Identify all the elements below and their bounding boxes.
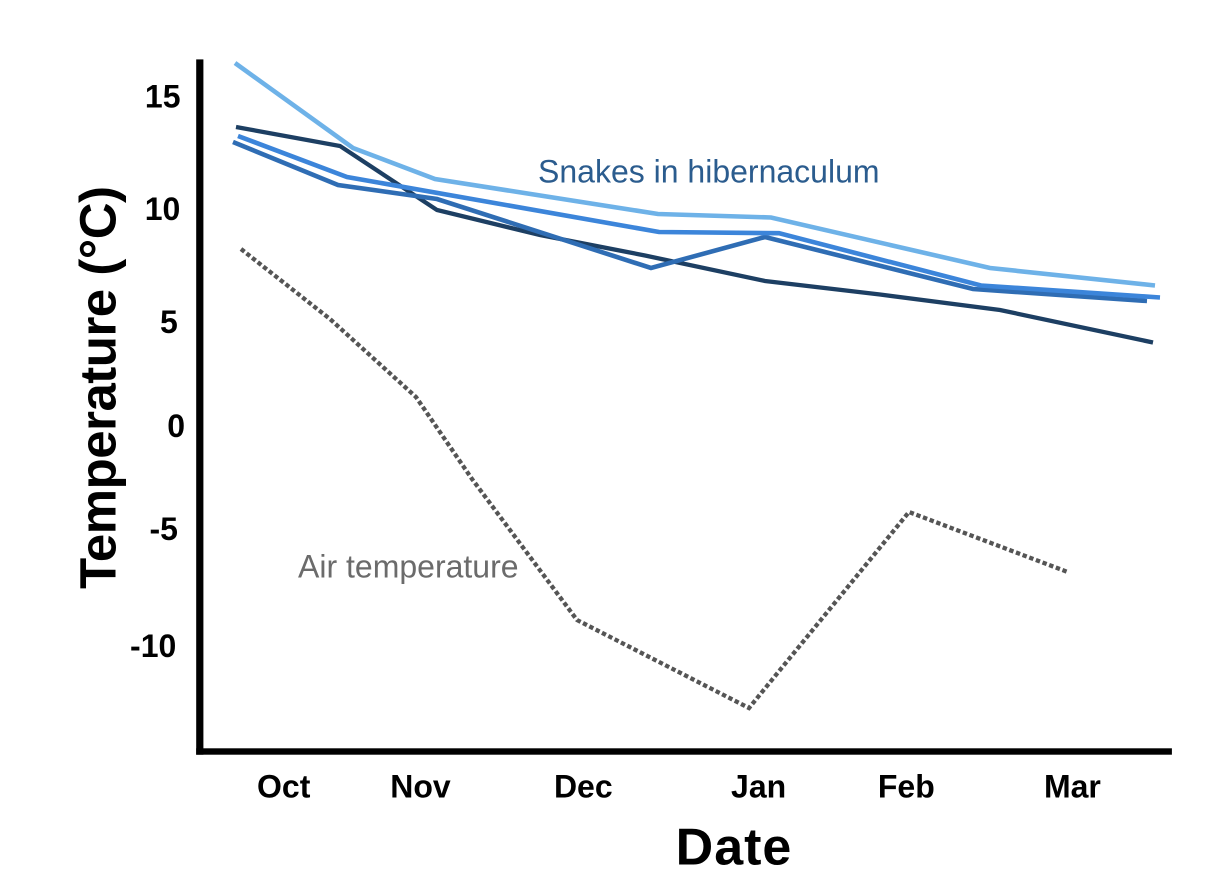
svg-text:Mar: Mar (1044, 769, 1101, 805)
svg-text:Jan: Jan (731, 769, 786, 805)
svg-text:Snakes in hibernaculum: Snakes in hibernaculum (538, 153, 880, 189)
svg-text:Dec: Dec (554, 769, 613, 805)
svg-text:10: 10 (145, 191, 181, 227)
svg-text:Nov: Nov (390, 769, 451, 805)
svg-text:-5: -5 (149, 511, 177, 547)
svg-text:15: 15 (145, 79, 181, 115)
svg-text:-10: -10 (130, 628, 176, 664)
svg-text:Feb: Feb (878, 769, 935, 805)
svg-text:0: 0 (167, 408, 185, 444)
svg-text:Oct: Oct (257, 769, 311, 805)
svg-text:Temperature (°C): Temperature (°C) (70, 186, 127, 589)
svg-text:5: 5 (160, 304, 178, 340)
svg-text:Date: Date (676, 819, 793, 877)
svg-text:Air temperature: Air temperature (298, 548, 519, 584)
